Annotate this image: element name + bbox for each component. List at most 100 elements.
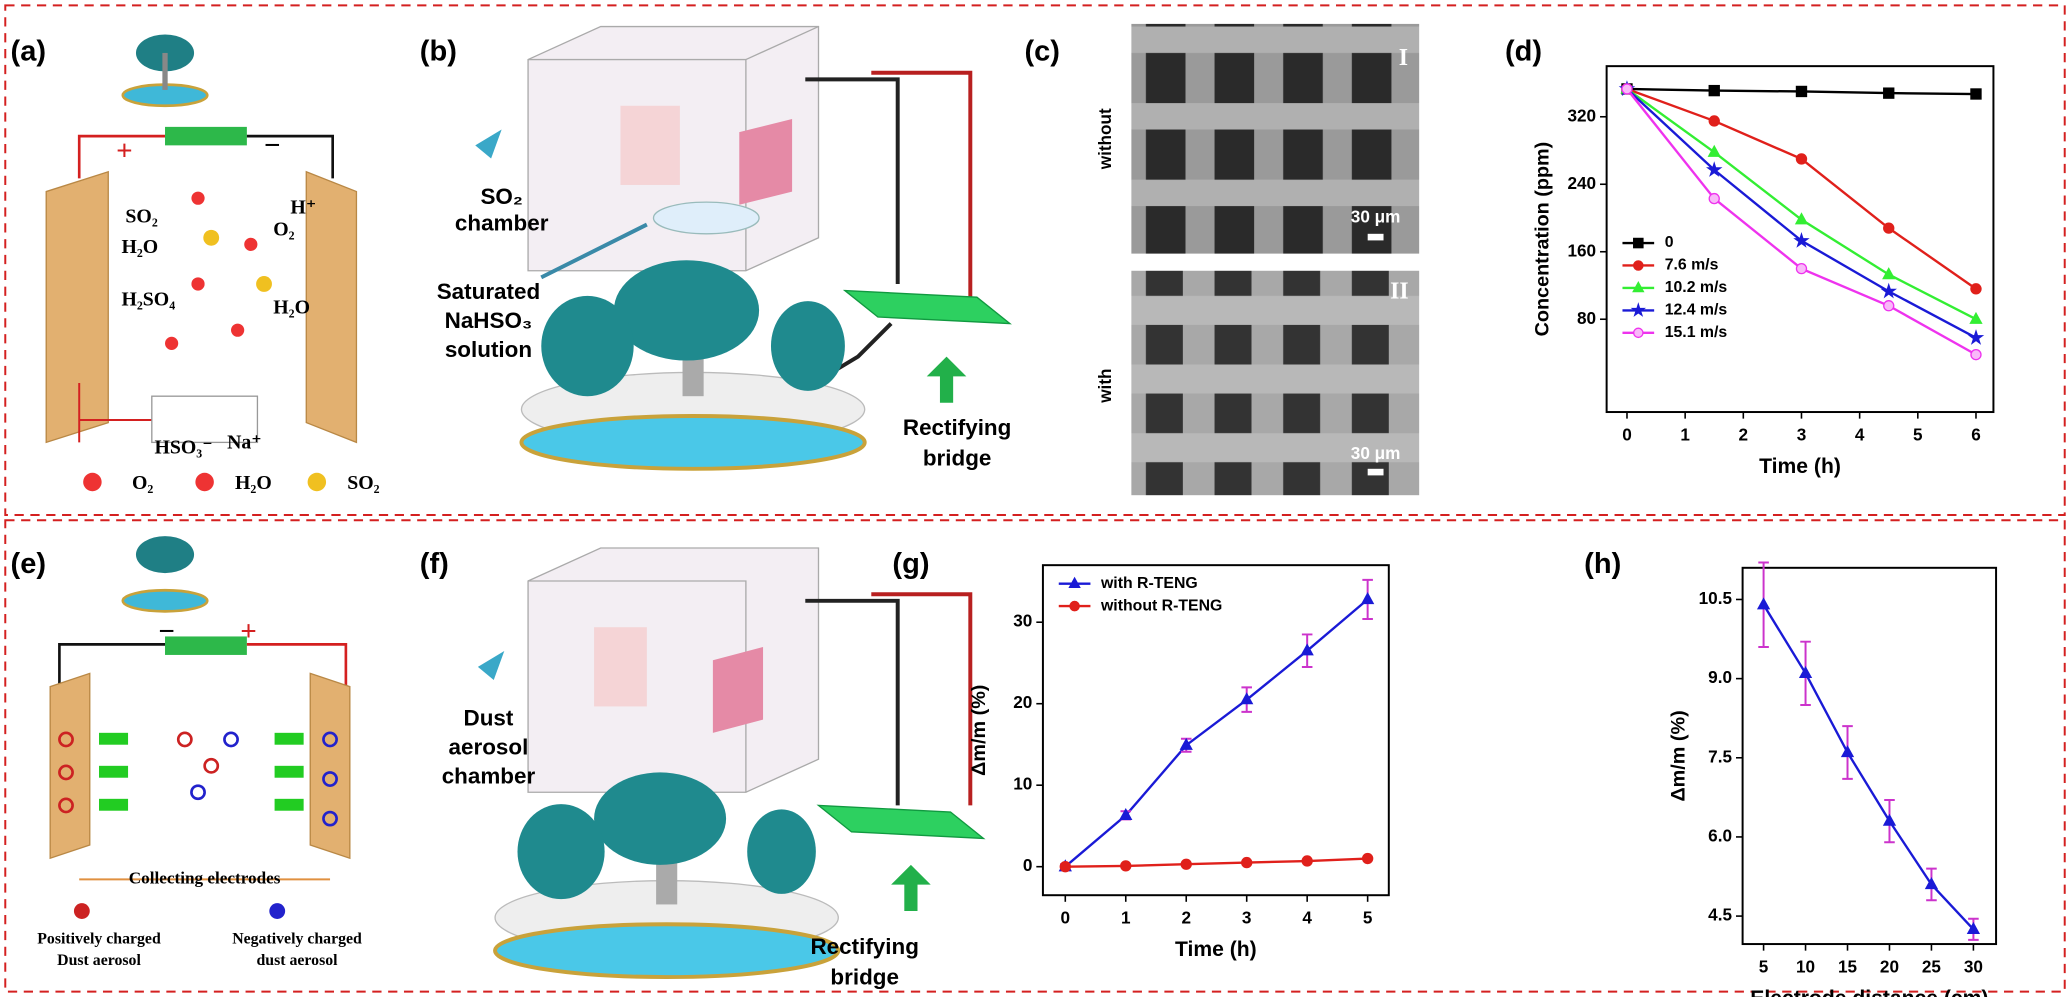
marker: [1970, 88, 1982, 100]
arrow: [99, 732, 129, 745]
marker: [1969, 311, 1983, 324]
marker: [1882, 813, 1897, 826]
x-axis-label: Electrode distance (cm): [1750, 987, 1988, 997]
diagram-f: [477, 547, 986, 980]
turbine-cup: [770, 301, 845, 391]
marker: [1059, 861, 1071, 873]
x-tick-label: 5: [1913, 424, 1923, 444]
arrow: [477, 650, 505, 681]
y-tick-label: 240: [1567, 173, 1596, 193]
molecule: [165, 336, 179, 350]
x-tick-label: 2: [1739, 424, 1749, 444]
marker: [1967, 329, 1985, 345]
image-label: with: [1095, 368, 1115, 403]
legend-icon: [307, 472, 327, 492]
wire: [871, 592, 973, 806]
series-line: [1065, 857, 1368, 868]
beaker: [151, 395, 259, 444]
molecule: [191, 191, 205, 205]
x-axis-label: Time (h): [1175, 938, 1257, 961]
molecule: [256, 276, 272, 292]
wire: [78, 382, 152, 443]
caption: dust aerosol: [257, 952, 339, 969]
y-tick-label: 10.5: [1699, 588, 1733, 608]
x-tick-label: 4: [1302, 908, 1312, 928]
legend-label: H₂O: [235, 472, 272, 494]
arrow: [274, 732, 304, 745]
x-tick-label: 10: [1796, 956, 1815, 976]
dish: [652, 201, 760, 235]
particle: [322, 771, 338, 787]
callout: Rectifying: [810, 934, 918, 959]
panel-label: (g): [892, 548, 929, 580]
wire: [871, 70, 973, 298]
sign: −: [264, 130, 281, 162]
caption: Collecting electrodes: [129, 868, 281, 887]
arrow: [891, 864, 931, 912]
particle: [58, 797, 74, 814]
marker: [1301, 855, 1313, 867]
panel-label: (f): [420, 548, 449, 580]
electrode: [620, 105, 680, 185]
molecule: [191, 277, 205, 291]
x-tick-label: 4: [1855, 424, 1865, 444]
marker: [1756, 597, 1771, 610]
chem-label: H₂O: [273, 297, 310, 319]
electrode: [712, 647, 764, 733]
molecule: [203, 229, 220, 246]
turbine-cup: [594, 772, 727, 865]
particle: [203, 757, 220, 774]
y-tick-label: 20: [1013, 692, 1032, 712]
x-tick-label: 6: [1971, 424, 1981, 444]
particle: [58, 764, 74, 781]
x-tick-label: 25: [1922, 956, 1942, 976]
wire: [77, 134, 166, 179]
electrode: [305, 170, 358, 444]
molecule: [231, 323, 245, 337]
turbine-cups: [135, 536, 195, 574]
particle: [322, 810, 338, 827]
wire: [805, 77, 900, 284]
turbine-cup: [747, 809, 816, 894]
legend-label: 7.6 m/s: [1665, 257, 1719, 274]
turbine-disk: [493, 922, 841, 980]
legend-label: with R-TENG: [1100, 575, 1198, 592]
image-label: without: [1095, 108, 1115, 170]
arrow: [99, 798, 129, 811]
rectifier: [165, 126, 247, 146]
marker: [1966, 921, 1981, 934]
marker: [1180, 858, 1192, 870]
marker: [1300, 643, 1314, 656]
plot-frame: [1041, 564, 1390, 897]
x-axis-label: Time (h): [1759, 455, 1841, 478]
series-line: [1064, 598, 1369, 868]
legend-icon: [269, 903, 286, 919]
scale-bar-label: 30 μm: [1351, 443, 1401, 463]
molecule: [244, 237, 258, 251]
x-tick-label: 20: [1880, 956, 1899, 976]
callout: bridge: [923, 445, 992, 470]
arrow: [540, 222, 648, 280]
turbine-cup: [517, 804, 605, 900]
marker: [1883, 222, 1895, 234]
y-axis-label: Δm/m (%): [968, 685, 990, 776]
legend-label: 15.1 m/s: [1665, 324, 1728, 341]
caption: Dust aerosol: [57, 952, 141, 969]
rectifier: [165, 636, 247, 655]
y-tick-label: 10: [1013, 774, 1032, 794]
marker: [1621, 83, 1633, 95]
chem-label: SO₂: [125, 206, 157, 228]
y-axis-label: Concentration (ppm): [1531, 142, 1553, 337]
panel-label: (c): [1024, 36, 1059, 68]
image-id: I: [1399, 45, 1408, 71]
scale-bar: [1367, 233, 1384, 241]
marker: [1883, 87, 1895, 99]
y-tick-label: 7.5: [1708, 746, 1732, 766]
marker: [1240, 692, 1254, 705]
turbine-disk: [519, 414, 867, 471]
chem-label: H₂O: [121, 236, 158, 258]
wire: [58, 643, 166, 687]
legend-marker: [1633, 260, 1644, 271]
